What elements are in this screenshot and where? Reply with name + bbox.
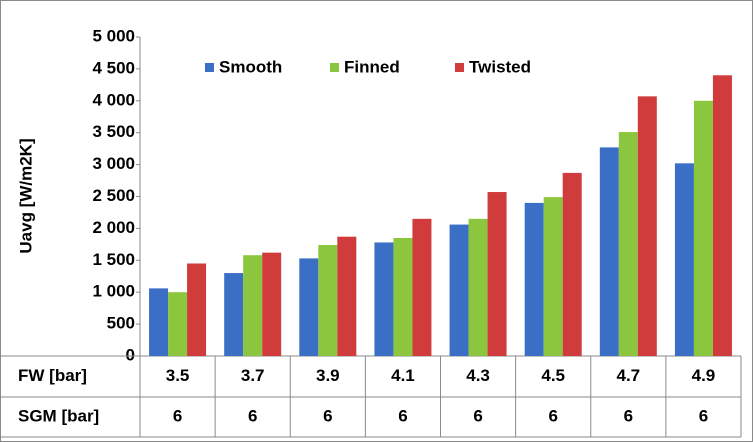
x-tick-label: 4.9 <box>692 366 716 385</box>
bar <box>712 75 732 356</box>
x-tick-label-secondary: 6 <box>173 406 182 425</box>
y-tick-label: 3 000 <box>92 154 135 173</box>
bar <box>487 192 507 356</box>
x-tick-label-secondary: 6 <box>624 406 633 425</box>
bar <box>337 236 357 356</box>
bar <box>449 224 469 356</box>
x-tick-label: 4.7 <box>616 366 640 385</box>
bar <box>562 172 582 356</box>
bar <box>149 288 169 356</box>
bar <box>243 255 263 356</box>
y-tick-label: 4 000 <box>92 90 135 109</box>
bar <box>168 292 188 356</box>
y-tick-label: 500 <box>107 314 135 333</box>
bar <box>693 100 713 356</box>
x-tick-label-secondary: 6 <box>473 406 482 425</box>
x-tick-label: 4.1 <box>391 366 415 385</box>
bar <box>262 252 282 356</box>
y-axis-label: Uavg [W/m2K] <box>16 138 35 253</box>
bar <box>599 147 619 356</box>
row-label: FW [bar] <box>18 366 87 385</box>
y-tick-label: 2 500 <box>92 186 135 205</box>
legend-label: Finned <box>344 57 400 76</box>
bar <box>187 263 207 356</box>
bar <box>318 244 338 356</box>
x-tick-label: 4.3 <box>466 366 490 385</box>
row-label: SGM [bar] <box>18 406 99 425</box>
x-tick-label-secondary: 6 <box>323 406 332 425</box>
bar <box>543 197 563 356</box>
legend-swatch <box>330 63 339 72</box>
legend-swatch <box>205 63 214 72</box>
bar <box>412 218 432 356</box>
y-tick-label: 1 000 <box>92 282 135 301</box>
legend-swatch <box>455 63 464 72</box>
bar <box>674 163 694 356</box>
legend-label: Smooth <box>219 57 282 76</box>
y-tick-label: 4 500 <box>92 58 135 77</box>
bar <box>393 237 413 356</box>
bar <box>224 273 244 356</box>
y-tick-label: 3 500 <box>92 122 135 141</box>
bar <box>468 218 488 356</box>
bar <box>524 202 544 356</box>
x-tick-label: 3.5 <box>166 366 190 385</box>
x-tick-label: 3.9 <box>316 366 340 385</box>
x-tick-label-secondary: 6 <box>548 406 557 425</box>
x-tick-label-secondary: 6 <box>248 406 257 425</box>
legend-label: Twisted <box>469 57 531 76</box>
x-tick-label-secondary: 6 <box>699 406 708 425</box>
bar <box>374 242 394 356</box>
x-tick-label-secondary: 6 <box>398 406 407 425</box>
bar <box>637 96 657 357</box>
bar <box>618 132 638 356</box>
x-tick-label: 3.7 <box>241 366 265 385</box>
y-tick-label: 1 500 <box>92 250 135 269</box>
y-tick-label: 0 <box>126 345 135 364</box>
bar <box>299 258 319 356</box>
x-tick-label: 4.5 <box>541 366 565 385</box>
y-tick-label: 2 000 <box>92 218 135 237</box>
y-tick-label: 5 000 <box>92 26 135 45</box>
